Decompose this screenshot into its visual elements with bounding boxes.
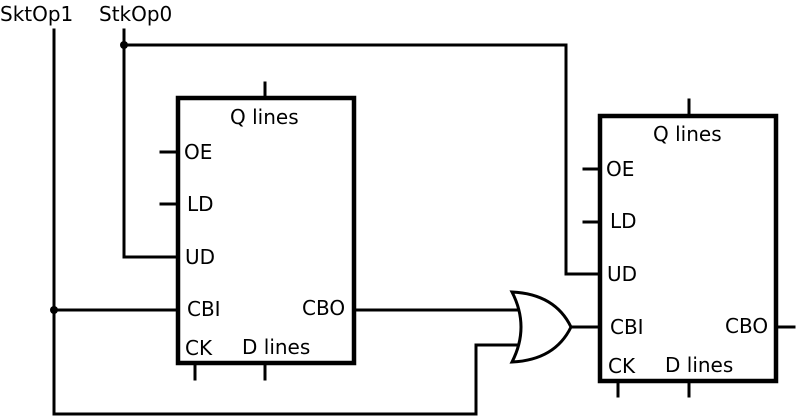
- wire-stkop0: [122, 28, 180, 259]
- signal-label-stkop0: StkOp0: [99, 2, 172, 26]
- left-ck-label: CK: [185, 336, 213, 360]
- junction-dot: [120, 41, 128, 49]
- right-cbi-label: CBI: [610, 315, 644, 339]
- or-gate: [509, 290, 573, 364]
- right-ld-label: LD: [610, 209, 637, 233]
- left-q-lines-label: Q lines: [230, 105, 299, 129]
- counter-left: [159, 81, 357, 381]
- right-d-lines-label: D lines: [665, 353, 733, 377]
- counter-right-box: [597, 113, 779, 384]
- signal-label-sktop1: SktOp1: [0, 2, 73, 26]
- junction-dot: [50, 306, 58, 314]
- counter-left-box: [175, 95, 357, 366]
- left-cbi-label: CBI: [187, 297, 221, 321]
- wire-sktop1: [52, 28, 520, 416]
- counter-right: [582, 98, 796, 398]
- right-q-lines-label: Q lines: [653, 122, 722, 146]
- left-ud-label: UD: [185, 245, 215, 269]
- left-oe-label: OE: [184, 140, 212, 164]
- left-d-lines-label: D lines: [242, 335, 310, 359]
- right-ck-label: CK: [608, 354, 636, 378]
- right-oe-label: OE: [606, 157, 634, 181]
- left-ld-label: LD: [187, 192, 214, 216]
- right-cbo-label: CBO: [725, 314, 768, 338]
- right-ud-label: UD: [607, 262, 637, 286]
- left-cbo-label: CBO: [302, 296, 345, 320]
